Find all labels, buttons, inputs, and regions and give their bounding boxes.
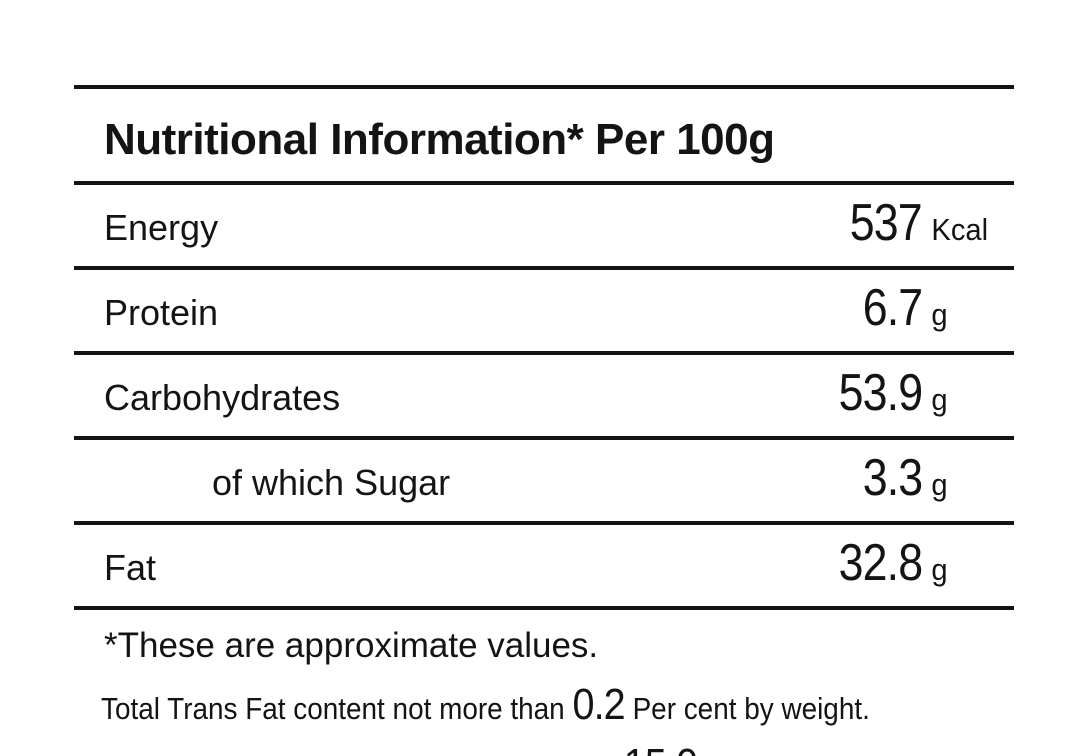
row-value: 53.9: [838, 364, 922, 422]
row-divider: [74, 436, 1014, 440]
row-label: Protein: [104, 292, 219, 333]
row-value: 6.7: [862, 279, 922, 337]
title-rule: [74, 181, 1014, 185]
disclaimer-text: Total Saturated Fat content not more tha…: [101, 751, 624, 756]
table-row-carbohydrates: Carbohydrates 53.9 g: [74, 355, 1014, 436]
row-label: Carbohydrates: [104, 377, 341, 418]
disclaimer-value: 0.2: [572, 680, 625, 729]
row-divider: [74, 521, 1014, 525]
top-rule: [74, 85, 1014, 89]
row-label: Fat: [104, 547, 157, 588]
approximate-values-footnote: *These are approximate values.: [104, 626, 599, 665]
nutrition-table: Nutritional Information* Per 100g Energy…: [74, 85, 1014, 756]
table-row-fat: Fat 32.8 g: [74, 525, 1014, 606]
row-label: Energy: [104, 207, 219, 248]
row-value: 3.3: [862, 449, 922, 507]
row-unit: g: [931, 467, 948, 502]
disclaimer-text: Total Trans Fat content not more than: [101, 691, 573, 726]
row-unit: Kcal: [931, 212, 989, 247]
row-unit: g: [931, 552, 948, 587]
table-row-energy: Energy 537 Kcal: [74, 185, 1014, 266]
row-unit: g: [931, 297, 948, 332]
saturated-fat-disclaimer: Total Saturated Fat content not more tha…: [74, 730, 942, 756]
row-divider: [74, 351, 1014, 355]
row-divider: [74, 606, 1014, 610]
row-divider: [74, 266, 1014, 270]
table-title: Nutritional Information* Per 100g: [104, 115, 775, 164]
disclaimer-value: 15.0: [624, 740, 698, 756]
table-row-protein: Protein 6.7 g: [74, 270, 1014, 351]
row-label: of which Sugar: [212, 462, 451, 503]
table-row-sugar: of which Sugar 3.3 g: [74, 440, 1014, 521]
row-value: 32.8: [838, 534, 922, 592]
disclaimer-text: Per cent by weight.: [697, 751, 942, 756]
row-value: 537: [849, 194, 923, 252]
row-unit: g: [931, 382, 948, 417]
disclaimer-text: Per cent by weight.: [624, 691, 870, 726]
trans-fat-disclaimer: Total Trans Fat content not more than 0.…: [74, 670, 920, 730]
